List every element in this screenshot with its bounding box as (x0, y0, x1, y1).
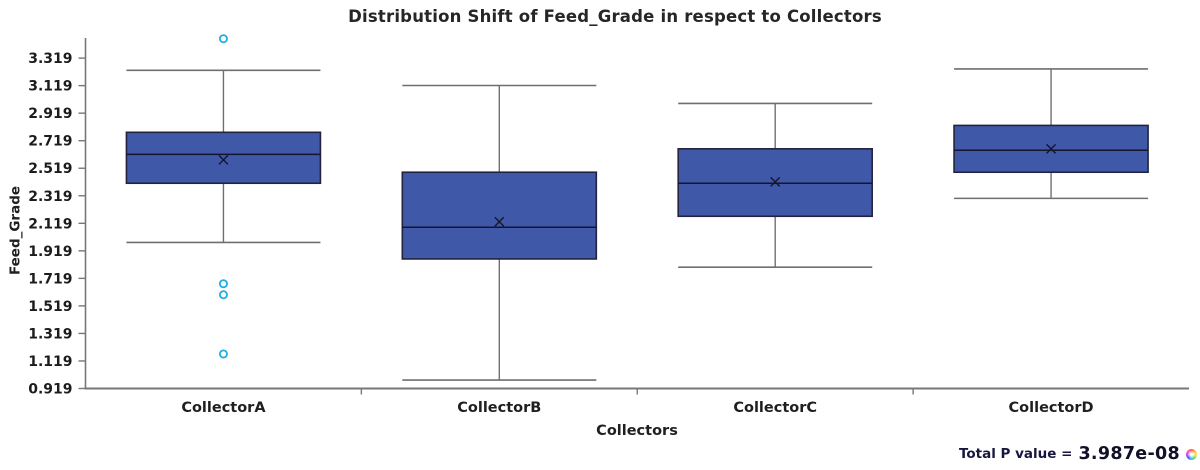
x-tick-label: CollectorC (733, 400, 817, 416)
p-value-label: Total P value = (958, 446, 1073, 462)
y-tick-label: 3.119 (28, 79, 72, 95)
y-tick-label: 2.119 (28, 216, 72, 232)
outlier-point (218, 290, 228, 300)
y-tick-label: 2.719 (28, 134, 72, 150)
y-tick-label: 1.119 (28, 354, 72, 370)
x-tick-label: CollectorB (457, 400, 541, 416)
y-tick-label: 1.719 (28, 271, 72, 287)
iqr-box (125, 131, 322, 185)
mean-marker (218, 154, 229, 165)
y-tick-label: 0.919 (28, 382, 72, 398)
x-tick-label: CollectorA (181, 400, 266, 416)
y-tick-label: 1.919 (28, 244, 72, 260)
p-value-footer: Total P value = 3.987e-08 (959, 444, 1197, 464)
y-tick-label: 1.319 (28, 326, 72, 342)
y-tick-label: 1.519 (28, 299, 72, 315)
x-tick-label: CollectorD (1009, 400, 1094, 416)
chart-title: Distribution Shift of Feed_Grade in resp… (348, 7, 882, 26)
mean-marker (770, 176, 781, 187)
y-axis-label: Feed_Grade (7, 185, 24, 276)
y-tick-label: 2.919 (28, 106, 72, 122)
outlier-point (218, 279, 228, 289)
mean-marker (494, 216, 505, 227)
outlier-point (218, 34, 228, 44)
outlier-point (218, 349, 228, 359)
iqr-box (401, 171, 598, 260)
iqr-box (953, 124, 1149, 174)
x-axis-label: Collectors (596, 423, 678, 439)
p-value-number: 3.987e-08 (1078, 444, 1180, 464)
y-tick-label: 2.319 (28, 189, 72, 205)
mean-marker (1046, 143, 1057, 154)
y-tick-label: 2.519 (28, 161, 72, 177)
y-tick-label: 3.319 (28, 51, 72, 67)
color-wheel-icon (1186, 448, 1197, 460)
